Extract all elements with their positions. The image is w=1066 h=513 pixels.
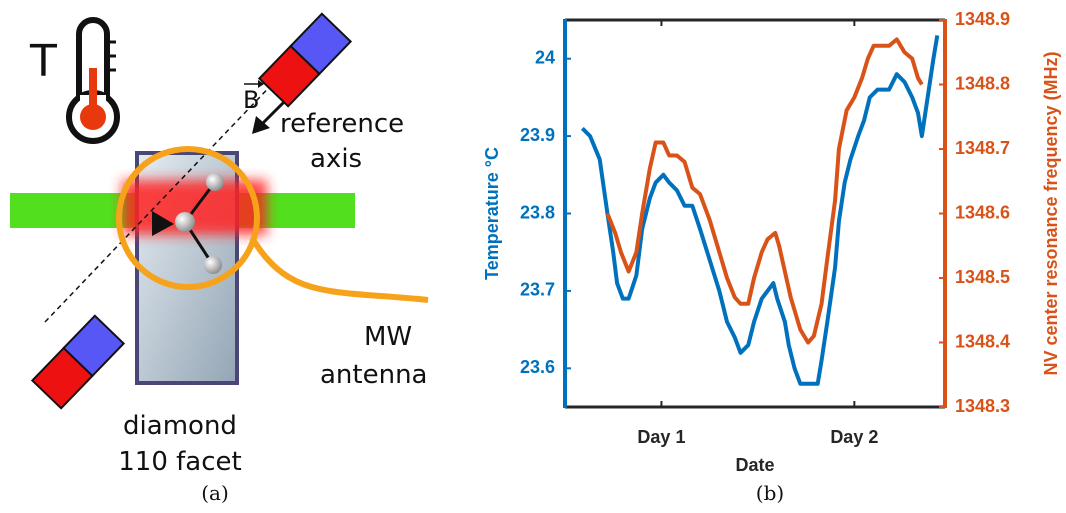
- sample-label: 110 facet: [118, 447, 241, 477]
- y2-tick-label: 1348.6: [955, 202, 1010, 222]
- antenna-label: antenna: [320, 360, 428, 390]
- atom: [206, 173, 224, 191]
- magnet: [30, 314, 126, 410]
- caption: (b): [756, 481, 784, 505]
- antenna-wire: [249, 236, 429, 303]
- x-axis-label: Date: [735, 455, 774, 475]
- field-arrowhead: [252, 116, 270, 134]
- antenna-label: MW: [364, 322, 412, 352]
- y2-tick-label: 1348.7: [955, 138, 1010, 158]
- sample-label: diamond: [123, 411, 237, 441]
- y-axis-label: Temperature °C: [482, 147, 502, 280]
- data-line: [605, 37, 924, 345]
- reference-axis-line: [44, 54, 301, 323]
- y-tick-label: 23.7: [520, 280, 555, 300]
- y2-axis-label: NV center resonance frequency (MHz): [1041, 51, 1061, 375]
- y-tick-label: 24: [535, 47, 555, 67]
- caption: (a): [201, 481, 229, 505]
- atom: [175, 212, 195, 232]
- y2-tick-label: 1348.4: [955, 331, 1010, 351]
- temperature-symbol: T: [29, 36, 57, 87]
- vector-arrowhead: [258, 80, 264, 88]
- y-tick-label: 23.9: [520, 125, 555, 145]
- magnet: [257, 12, 353, 108]
- reference-label: reference: [280, 109, 404, 139]
- y2-tick-label: 1348.5: [955, 267, 1010, 287]
- field-symbol: B: [243, 86, 259, 114]
- x-tick-label: Day 2: [830, 427, 878, 447]
- nv-arrow: [152, 211, 174, 236]
- antenna-loop: [116, 146, 260, 290]
- y-tick-label: 23.6: [520, 357, 555, 377]
- y-tick-label: 23.8: [520, 202, 555, 222]
- y2-tick-label: 1348.9: [955, 9, 1010, 29]
- y2-tick-label: 1348.8: [955, 73, 1010, 93]
- diagram: T B reference axis MW antenna diamond 11…: [10, 12, 429, 505]
- y2-tick-label: 1348.3: [955, 396, 1010, 416]
- data-line: [580, 35, 940, 386]
- atom: [204, 256, 222, 274]
- reference-label: axis: [310, 144, 362, 174]
- x-tick-label: Day 1: [637, 427, 685, 447]
- thermometer: [66, 17, 120, 144]
- chart: 23.6 23.7 23.8 23.9 24 1348.3 1348.4 1348.5 1348…: [482, 9, 1061, 475]
